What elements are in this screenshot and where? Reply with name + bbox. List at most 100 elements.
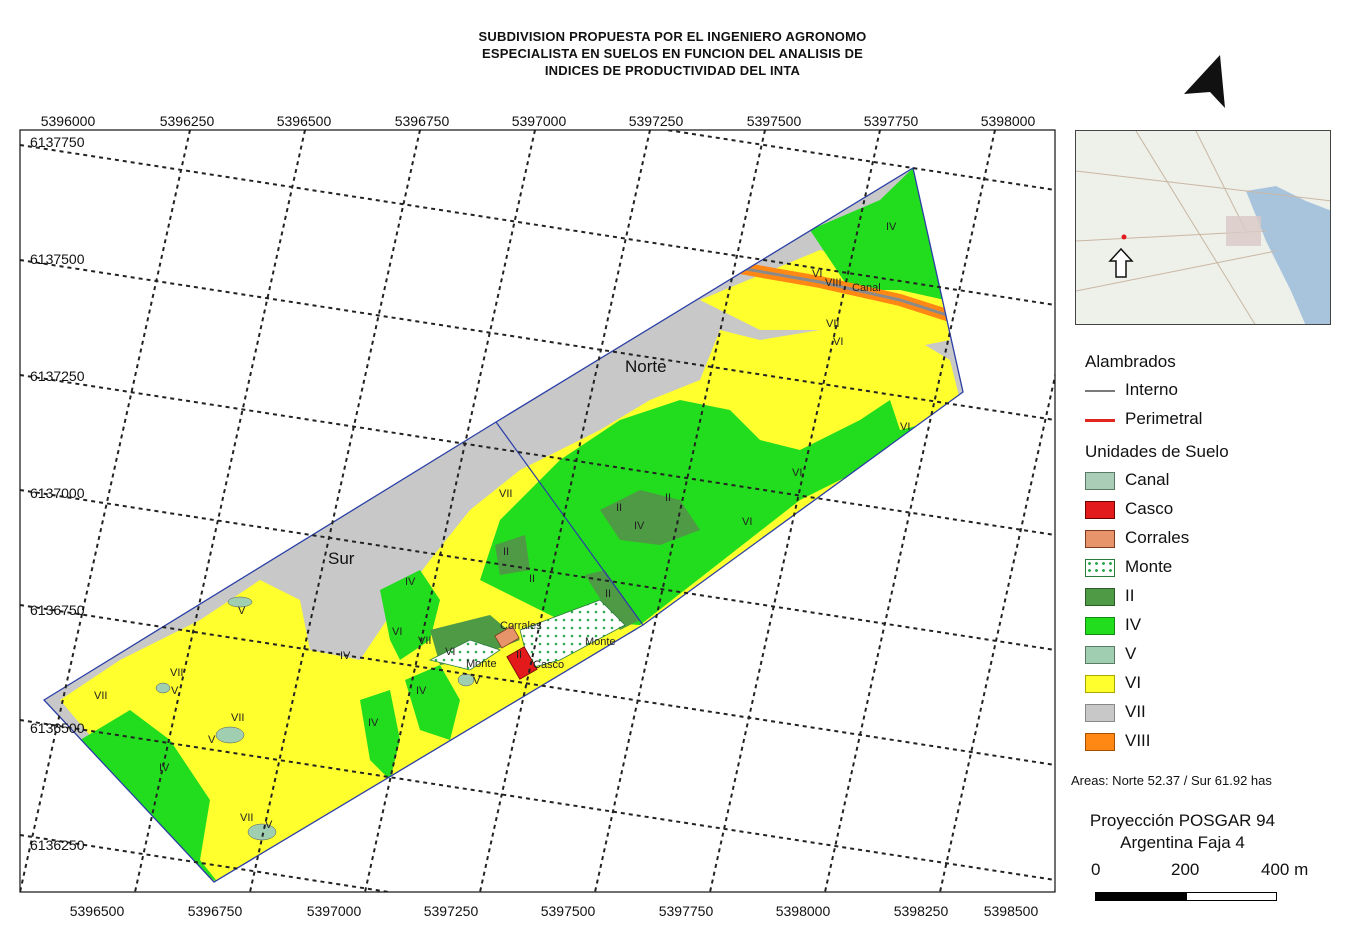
legend-swatch	[1085, 733, 1115, 751]
canal-label: Canal	[852, 282, 881, 294]
unit-label: VIII	[825, 277, 842, 289]
legend-item-interno: Interno	[1085, 378, 1335, 407]
legend: Alambrados Interno Perimetral Unidades d…	[1085, 352, 1335, 758]
casco-label: Casco	[533, 659, 564, 671]
soil-v-area	[155, 682, 171, 694]
bottom-axis: 5396500 5396750 5397000 5397250 5397500 …	[70, 903, 1039, 919]
tick-label: 5396750	[395, 113, 450, 129]
unit-label: IV	[159, 762, 170, 774]
unit-label: VI	[742, 516, 752, 528]
unit-label: II	[605, 588, 611, 600]
legend-label: Perimetral	[1125, 409, 1203, 428]
map-frame	[19, 129, 1056, 893]
monte-area	[428, 639, 501, 671]
legend-label: Interno	[1125, 380, 1178, 399]
unit-label: VI	[392, 626, 402, 638]
unit-labels: IV VI VIII VII VI VI VI VI II II IV VI V…	[94, 221, 910, 831]
tick-label: 5397250	[424, 903, 479, 919]
unit-label: IV	[416, 685, 427, 697]
legend-swatch	[1085, 390, 1115, 392]
scale-label: 400 m	[1261, 860, 1309, 879]
projection-line: Proyección POSGAR 94	[1089, 811, 1276, 830]
unit-label: VI	[900, 421, 910, 433]
map-title: SUBDIVISION PROPUESTA POR EL INGENIERO A…	[400, 28, 945, 79]
tick-label: 6136750	[30, 602, 85, 618]
unit-label: VII	[231, 712, 244, 724]
areas-summary: Areas: Norte 52.37 / Sur 61.92 has	[1071, 773, 1272, 788]
scale-label: 0	[1091, 860, 1101, 879]
location-arrow-icon	[1108, 247, 1134, 278]
scale-label: 200	[1171, 860, 1200, 879]
unit-label: IV	[886, 221, 897, 233]
legend-label: Monte	[1125, 557, 1173, 576]
tick-label: 5396750	[188, 903, 243, 919]
tick-label: 5397250	[629, 113, 684, 129]
legend-item-vi: VI	[1085, 671, 1335, 700]
tick-label: 5398250	[894, 903, 949, 919]
field-outline	[42, 166, 964, 883]
legend-item-vii: VII	[1085, 700, 1335, 729]
tick-label: 5397750	[864, 113, 919, 129]
locator-inset-map	[1075, 130, 1331, 325]
unit-label: VII	[418, 635, 431, 647]
legend-soils-heading: Unidades de Suelo	[1085, 442, 1229, 461]
soil-v-area	[227, 596, 253, 608]
interno-fence	[495, 421, 644, 626]
unit-label: II	[616, 502, 622, 514]
legend-swatch	[1085, 588, 1115, 606]
tick-label: 6136250	[30, 837, 85, 853]
legend-swatch	[1085, 472, 1115, 490]
legend-item-canal: Canal	[1085, 468, 1335, 497]
top-axis: 5396000 5396250 5396500 5396750 5397000 …	[41, 113, 1036, 129]
unit-label: II	[516, 649, 522, 661]
tick-label: 6137250	[30, 368, 85, 384]
scale-bar: 0 200 400 m	[1085, 860, 1325, 910]
monte-label: Monte	[466, 658, 497, 670]
legend-item-iv: IV	[1085, 613, 1335, 642]
tick-label: 5396500	[277, 113, 332, 129]
unit-label: V	[265, 819, 273, 831]
tick-label: 6137500	[30, 251, 85, 267]
corrales-area	[494, 625, 520, 649]
legend-fences-heading: Alambrados	[1085, 352, 1176, 371]
tick-label: 5397500	[747, 113, 802, 129]
legend-item-viii: VIII	[1085, 729, 1335, 758]
unit-label: II	[503, 546, 509, 558]
legend-item-ii: II	[1085, 584, 1335, 613]
tick-label: 6136500	[30, 720, 85, 736]
unit-label: VII	[499, 488, 512, 500]
legend-swatch	[1085, 646, 1115, 664]
legend-label: V	[1125, 644, 1137, 663]
unit-label: IV	[405, 576, 416, 588]
north-arrow-icon	[1184, 55, 1225, 108]
unit-label: V	[238, 605, 246, 617]
legend-item-perimetral: Perimetral	[1085, 407, 1335, 436]
legend-item-corrales: Corrales	[1085, 526, 1335, 555]
projection-line: Argentina Faja 4	[1120, 833, 1245, 852]
tick-label: 5398000	[981, 113, 1036, 129]
title-line: ESPECIALISTA EN SUELOS EN FUNCION DEL AN…	[481, 46, 864, 61]
tick-label: 5397000	[512, 113, 567, 129]
tick-label: 5396250	[160, 113, 215, 129]
soil-iv-area	[360, 690, 400, 780]
legend-label: VIII	[1125, 731, 1151, 750]
unit-label: VII	[94, 690, 107, 702]
unit-label: IV	[340, 650, 351, 662]
legend-item-v: V	[1085, 642, 1335, 671]
tick-label: 5397750	[659, 903, 714, 919]
legend-swatch	[1085, 559, 1115, 577]
unit-label: VI	[812, 268, 822, 280]
sur-label: Sur	[328, 549, 355, 568]
soil-iv-area	[405, 665, 460, 740]
scale-segment	[1186, 892, 1277, 901]
unit-label: VII	[240, 812, 253, 824]
unit-label: IV	[634, 520, 645, 532]
soil-ii-area	[585, 570, 640, 630]
legend-swatch	[1085, 675, 1115, 693]
legend-item-casco: Casco	[1085, 497, 1335, 526]
left-axis: 6137750 6137500 6137250 6137000 6136750 …	[30, 134, 85, 853]
legend-label: VI	[1125, 673, 1142, 692]
tick-label: 5398500	[984, 903, 1039, 919]
legend-swatch	[1085, 419, 1115, 422]
